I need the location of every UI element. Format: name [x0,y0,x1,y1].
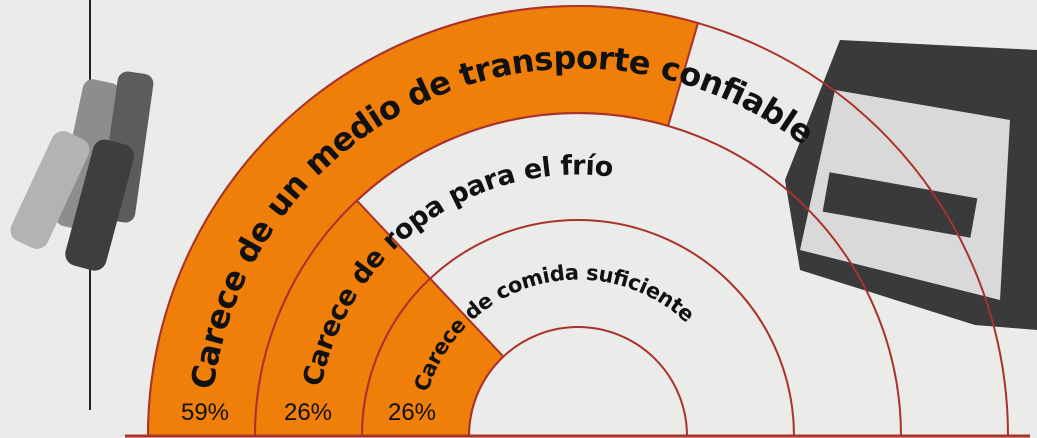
chart: Carece de un medio de transporte confiab… [0,0,1037,438]
value-label: 59% [181,399,229,426]
value-label: 26% [388,399,436,426]
value-label: 26% [284,399,332,426]
